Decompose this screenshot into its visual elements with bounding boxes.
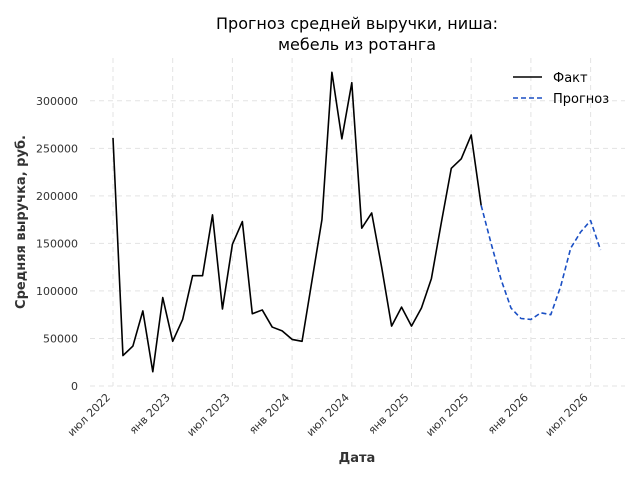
- series: [112, 71, 602, 373]
- y-axis-label: Средняя выручка, руб.: [14, 135, 29, 309]
- y-tick-label: 150000: [36, 237, 78, 250]
- grid: [90, 58, 625, 387]
- y-tick-label: 100000: [36, 285, 78, 298]
- y-tick-label: 0: [71, 380, 78, 393]
- x-tick-label: янв 2026: [485, 391, 531, 437]
- y-tick-label: 200000: [36, 190, 78, 203]
- x-tick-label: янв 2023: [127, 391, 173, 437]
- x-axis-label: Дата: [339, 451, 376, 466]
- chart-title-line1: Прогноз средней выручки, ниша:: [216, 14, 498, 33]
- y-tick-label: 300000: [36, 95, 78, 108]
- series-line-fact: [112, 71, 482, 373]
- x-tick-label: июл 2024: [304, 391, 352, 439]
- y-axis-ticks: 0 50000 100000 150000 200000 250000 300000: [36, 95, 78, 393]
- x-tick-label: июл 2026: [543, 391, 591, 439]
- series-line-forecast: [480, 205, 602, 321]
- y-tick-label: 250000: [36, 142, 78, 155]
- x-tick-label: июл 2022: [65, 391, 113, 439]
- chart-title-line2: мебель из ротанга: [278, 35, 436, 54]
- x-tick-label: янв 2024: [246, 391, 292, 437]
- x-tick-label: янв 2025: [366, 391, 412, 437]
- legend-label-fact: Факт: [553, 71, 588, 86]
- legend-label-forecast: Прогноз: [553, 92, 609, 107]
- x-tick-label: июл 2023: [184, 391, 232, 439]
- y-tick-label: 50000: [43, 332, 78, 345]
- x-tick-label: июл 2025: [423, 391, 471, 439]
- x-axis-ticks: июл 2022 янв 2023 июл 2023 янв 2024 июл 2024…: [65, 391, 591, 439]
- legend: Факт Прогноз: [513, 71, 609, 107]
